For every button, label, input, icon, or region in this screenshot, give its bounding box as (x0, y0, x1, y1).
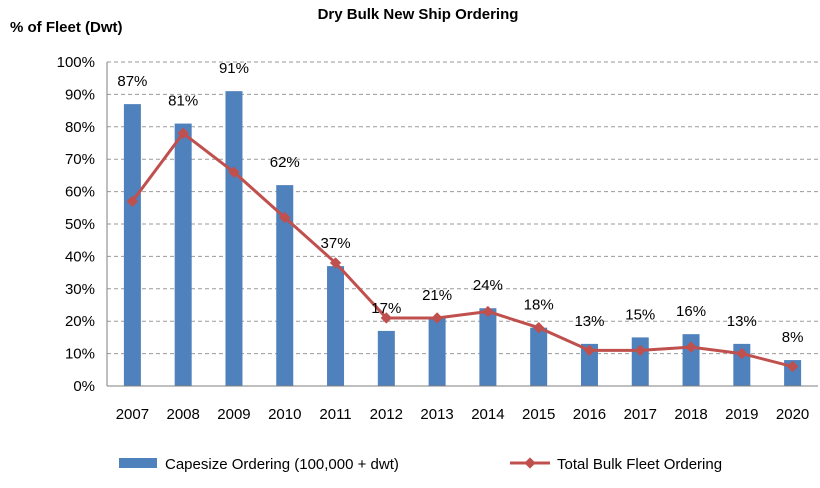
bar-2007 (123, 104, 141, 387)
chart-title: Dry Bulk New Ship Ordering (318, 6, 519, 23)
data-label-2013: 21% (422, 287, 452, 304)
legend-line-label: Total Bulk Fleet Ordering (557, 456, 722, 473)
data-label-2015: 18% (524, 297, 554, 314)
x-tick-label: 2017 (624, 406, 657, 423)
bar-2013 (428, 317, 446, 386)
line-marker-2007 (126, 195, 139, 207)
line-marker-2012 (380, 312, 392, 324)
data-label-2020: 8% (782, 329, 804, 346)
data-label-2019: 13% (727, 313, 757, 330)
data-label-2017: 15% (625, 306, 655, 323)
legend-bar-label: Capesize Ordering (100,000 + dwt) (165, 456, 399, 473)
line-marker-2017 (634, 344, 646, 357)
bar-2008 (174, 123, 192, 386)
bar-2016 (580, 343, 598, 386)
bar-2015 (530, 327, 548, 386)
x-tick-label: 2016 (573, 406, 606, 423)
data-label-2007: 87% (117, 73, 147, 90)
x-tick-label: 2020 (776, 406, 809, 423)
line-marker-2020 (786, 360, 799, 373)
bar-2012 (377, 330, 395, 386)
line-marker-2013 (431, 312, 443, 324)
x-tick-label: 2018 (674, 406, 707, 423)
data-labels: 87% 81% 91% 62% 37% 17% 21% 24% 18% 13% 15% 16% 13% 8… (117, 60, 803, 346)
line-marker-2010 (279, 211, 291, 224)
legend-line-marker (524, 457, 536, 469)
x-tick-label: 2010 (268, 406, 301, 423)
y-axis-label: % of Fleet (Dwt) (10, 19, 123, 36)
y-tick-label: 40% (65, 248, 95, 265)
data-label-2010: 62% (270, 154, 300, 171)
x-tick-label: 2007 (116, 406, 149, 423)
y-tick-label: 70% (65, 151, 95, 168)
y-tick-label: 50% (65, 216, 95, 233)
data-label-2016: 13% (574, 313, 604, 330)
line-series (126, 127, 799, 373)
x-tick-label: 2008 (166, 406, 199, 423)
x-tick-label: 2019 (725, 406, 758, 423)
axes (106, 62, 818, 387)
x-tick-label: 2015 (522, 406, 555, 423)
y-tick-label: 30% (65, 281, 95, 298)
data-label-2014: 24% (473, 277, 503, 294)
line-marker-2019 (736, 347, 748, 360)
y-tick-label: 100% (57, 54, 95, 71)
bar-2009 (225, 91, 243, 386)
gridlines (107, 61, 818, 355)
data-label-2008: 81% (168, 93, 198, 110)
x-tick-labels: 2007 2008 2009 2010 2011 2012 2013 2014 2015 2016… (116, 406, 810, 423)
y-tick-label: 10% (65, 346, 95, 363)
y-tick-label: 60% (65, 184, 95, 201)
y-tick-label: 90% (65, 86, 95, 103)
x-tick-label: 2013 (420, 406, 453, 423)
data-label-2009: 91% (219, 60, 249, 77)
data-label-2012: 17% (371, 300, 401, 317)
legend: Capesize Ordering (100,000 + dwt) Total … (119, 456, 722, 473)
x-tick-label: 2009 (217, 406, 250, 423)
line-marker-2009 (228, 166, 240, 178)
bar-2010 (276, 185, 294, 386)
y-tick-label: 0% (73, 378, 95, 395)
y-tick-label: 20% (65, 313, 95, 330)
bar-series (123, 91, 802, 387)
x-tick-label: 2014 (471, 406, 504, 423)
bar-2017 (631, 337, 649, 386)
x-tick-label: 2012 (370, 406, 403, 423)
bar-2014 (479, 308, 497, 386)
line-marker-2011 (329, 257, 342, 269)
line-marker-2016 (583, 344, 596, 357)
data-label-2018: 16% (676, 303, 706, 320)
legend-bar-swatch (119, 458, 157, 468)
x-tick-label: 2011 (319, 406, 351, 423)
y-tick-label: 80% (65, 119, 95, 136)
total-fleet-line (131, 131, 793, 369)
bar-2011 (327, 266, 345, 386)
line-marker-2015 (533, 322, 545, 334)
data-label-2011: 37% (321, 235, 351, 252)
y-tick-labels: 0% 10% 20% 30% 40% 50% 60% 70% 80% 90% 100% (57, 54, 95, 395)
line-marker-2008 (177, 127, 189, 139)
line-marker-2014 (482, 305, 494, 318)
line-marker-2018 (685, 341, 697, 353)
